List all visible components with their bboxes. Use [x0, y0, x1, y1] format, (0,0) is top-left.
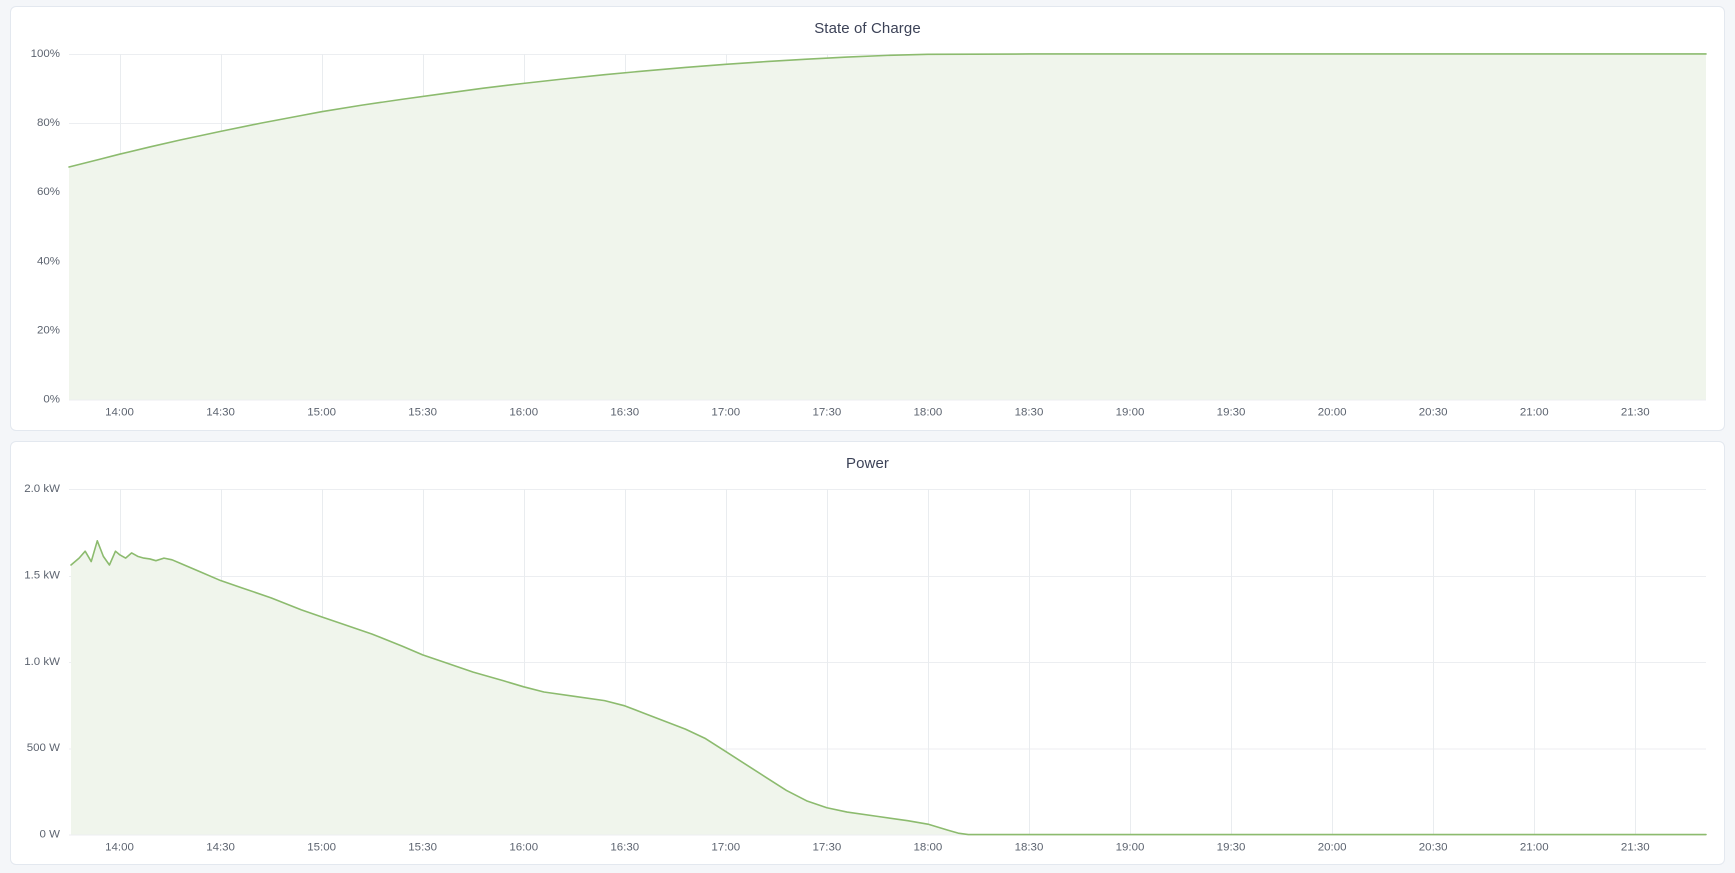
- y-axis-tick-label: 1.5 kW: [24, 569, 60, 581]
- x-axis-tick-label: 15:00: [307, 407, 336, 419]
- chart-state-of-charge[interactable]: 0% 20% 40% 60% 80% 100% 14:00 14:30 15:00 15:30 16…: [11, 42, 1724, 430]
- x-axis-tick-label: 14:00: [105, 841, 134, 853]
- y-axis-tick-label: 0%: [43, 394, 60, 406]
- panel-state-of-charge: State of Charge 0% 20% 40% 60% 80% 100% 14:00 1…: [10, 6, 1725, 431]
- x-axis-tick-label: 20:00: [1318, 841, 1347, 853]
- x-axis-tick-label: 15:30: [408, 407, 437, 419]
- x-axis-tick-label: 17:00: [711, 841, 740, 853]
- y-axis-tick-label: 0 W: [40, 828, 61, 840]
- y-axis-tick-label: 1.0 kW: [24, 655, 60, 667]
- x-axis-tick-label: 20:30: [1419, 407, 1448, 419]
- x-axis-tick-label: 19:30: [1217, 841, 1246, 853]
- x-axis-tick-label: 21:30: [1621, 841, 1650, 853]
- x-axis-tick-label: 16:30: [610, 841, 639, 853]
- x-axis-tick-label: 15:30: [408, 841, 437, 853]
- x-axis-tick-label: 14:30: [206, 841, 235, 853]
- x-axis-tick-label: 21:00: [1520, 841, 1549, 853]
- x-axis-tick-label: 16:30: [610, 407, 639, 419]
- x-axis-tick-label: 19:00: [1116, 407, 1145, 419]
- x-axis-tick-label: 17:30: [812, 841, 841, 853]
- x-axis-tick-label: 20:30: [1419, 841, 1448, 853]
- y-axis-tick-label: 60%: [37, 186, 60, 198]
- x-axis-tick-label: 18:00: [914, 841, 943, 853]
- x-axis-tick-label: 18:00: [914, 407, 943, 419]
- y-axis-tick-label: 40%: [37, 255, 60, 267]
- x-axis-tick-label: 18:30: [1015, 407, 1044, 419]
- x-axis-tick-label: 20:00: [1318, 407, 1347, 419]
- x-axis-tick-label: 16:00: [509, 841, 538, 853]
- y-axis-tick-label: 20%: [37, 324, 60, 336]
- panel-title-power: Power: [845, 454, 890, 472]
- chart-svg-power: 0 W 500 W 1.0 kW 1.5 kW 2.0 kW 14:00 14:30 15:0…: [24, 483, 1707, 853]
- x-axis-tick-label: 16:00: [509, 407, 538, 419]
- chart-power[interactable]: 0 W 500 W 1.0 kW 1.5 kW 2.0 kW 14:00 14:30 15:0…: [11, 477, 1724, 865]
- x-axis-tick-label: 14:30: [206, 407, 235, 419]
- y-axis-tick-label: 500 W: [27, 742, 60, 754]
- y-axis-tick-label: 100%: [31, 48, 60, 60]
- x-axis-tick-label: 18:30: [1015, 841, 1044, 853]
- chart-svg-state-of-charge: 0% 20% 40% 60% 80% 100% 14:00 14:30 15:00 15:30 16…: [31, 48, 1707, 419]
- x-axis-tick-label: 21:00: [1520, 407, 1549, 419]
- panel-power: Power 0 W 500 W 1.0 kW 1.5 kW 2.0 kW 14:00 14:…: [10, 440, 1725, 865]
- x-axis-tick-label: 17:00: [711, 407, 740, 419]
- x-axis-tick-label: 19:00: [1116, 841, 1145, 853]
- x-axis-tick-label: 19:30: [1217, 407, 1246, 419]
- panel-title-state-of-charge: State of Charge: [814, 20, 921, 37]
- x-axis-tick-label: 15:00: [307, 841, 336, 853]
- x-axis-tick-label: 14:00: [105, 407, 134, 419]
- y-axis-tick-label: 80%: [37, 117, 60, 129]
- y-axis-tick-label: 2.0 kW: [24, 483, 60, 495]
- x-axis-tick-label: 21:30: [1621, 407, 1650, 419]
- x-axis-tick-label: 17:30: [812, 407, 841, 419]
